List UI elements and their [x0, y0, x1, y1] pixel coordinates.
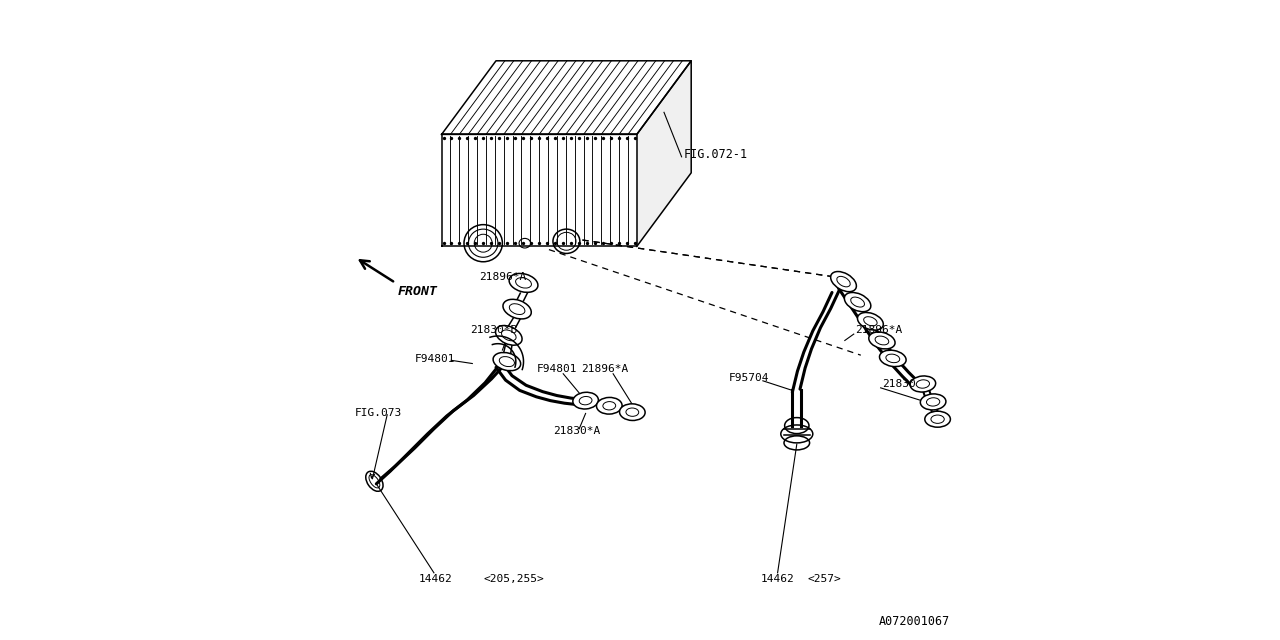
- Text: 14462: 14462: [760, 575, 794, 584]
- Ellipse shape: [503, 300, 531, 319]
- Ellipse shape: [920, 394, 946, 410]
- Polygon shape: [637, 61, 691, 246]
- Ellipse shape: [573, 392, 598, 409]
- Ellipse shape: [493, 353, 521, 371]
- Text: F94801: F94801: [415, 353, 456, 364]
- Ellipse shape: [925, 412, 950, 428]
- Ellipse shape: [596, 397, 622, 414]
- Ellipse shape: [879, 350, 906, 367]
- Text: 21830*A: 21830*A: [554, 426, 600, 436]
- Text: A072001067: A072001067: [879, 616, 950, 628]
- Text: FRONT: FRONT: [398, 285, 438, 298]
- Ellipse shape: [845, 292, 870, 312]
- Ellipse shape: [869, 332, 895, 349]
- Text: 21830: 21830: [882, 379, 915, 389]
- Ellipse shape: [620, 404, 645, 420]
- Text: 21830*B: 21830*B: [471, 325, 517, 335]
- Text: FIG.073: FIG.073: [356, 408, 402, 418]
- Text: <257>: <257>: [808, 575, 841, 584]
- Text: FIG.072-1: FIG.072-1: [684, 148, 748, 161]
- Ellipse shape: [858, 312, 883, 330]
- Text: <205,255>: <205,255>: [484, 575, 544, 584]
- Text: 21896*A: 21896*A: [855, 325, 902, 335]
- Ellipse shape: [509, 273, 538, 292]
- Ellipse shape: [910, 376, 936, 392]
- Text: 21896*A: 21896*A: [581, 365, 628, 374]
- Text: F95704: F95704: [728, 372, 769, 383]
- Text: F94801: F94801: [536, 365, 577, 374]
- Polygon shape: [442, 134, 637, 246]
- Polygon shape: [442, 61, 691, 134]
- Text: 21896*A: 21896*A: [479, 273, 526, 282]
- Text: 14462: 14462: [420, 575, 453, 584]
- Ellipse shape: [495, 326, 522, 345]
- Ellipse shape: [831, 271, 856, 292]
